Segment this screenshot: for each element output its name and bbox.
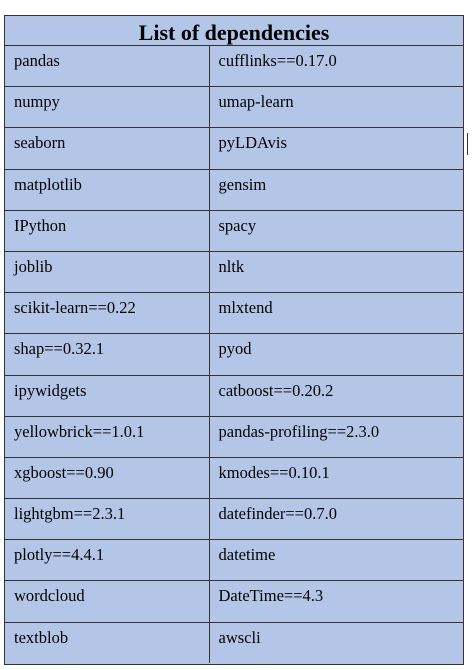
table-cell: kmodes==0.10.1 <box>209 456 463 499</box>
table-cell: ipywidgets <box>5 374 210 417</box>
table-row: matplotlib gensim <box>5 168 463 211</box>
table-cell: shap==0.32.1 <box>5 333 210 375</box>
table-row: yellowbrick==1.0.1 pandas-profiling==2.3… <box>5 415 463 458</box>
table-row: plotly==4.4.1 datetime <box>5 539 463 581</box>
table-row: joblib nltk <box>5 250 463 293</box>
table-cell: wordcloud <box>5 580 210 623</box>
table-cell: textblob <box>5 621 210 664</box>
table-cell: DateTime==4.3 <box>209 580 463 623</box>
table-cell: datetime <box>209 539 463 581</box>
table-cell: plotly==4.4.1 <box>5 539 210 581</box>
table-row: xgboost==0.90 kmodes==0.10.1 <box>5 456 463 499</box>
table-cell: pyod <box>209 333 463 375</box>
table-row: IPython spacy <box>5 209 463 252</box>
table-cell: mlxtend <box>209 292 463 334</box>
table-cell: pyLDAvis <box>209 127 463 170</box>
dependencies-sheet: List of dependencies pandas cufflinks==0… <box>4 15 464 665</box>
table-cell: IPython <box>5 209 210 252</box>
table-cell: umap-learn <box>209 86 463 128</box>
table-row: textblob awscli <box>5 621 463 664</box>
table-cell: gensim <box>209 168 463 211</box>
table-cell: matplotlib <box>5 168 210 211</box>
table-row: lightgbm==2.3.1 datefinder==0.7.0 <box>5 498 463 540</box>
table-cell: yellowbrick==1.0.1 <box>5 415 210 458</box>
table-cell: numpy <box>5 86 210 128</box>
table-row: scikit-learn==0.22 mlxtend <box>5 292 463 334</box>
table-row: seaborn pyLDAvis <box>5 127 463 170</box>
table-row: wordcloud DateTime==4.3 <box>5 580 463 623</box>
table-cell: pandas <box>5 44 210 87</box>
table-row: numpy umap-learn <box>5 86 463 128</box>
table-cell: lightgbm==2.3.1 <box>5 498 210 540</box>
table-title: List of dependencies <box>138 20 330 45</box>
table-cell: scikit-learn==0.22 <box>5 292 210 334</box>
table-cell: datefinder==0.7.0 <box>209 498 463 540</box>
table-cell: awscli <box>209 621 463 664</box>
table-row: shap==0.32.1 pyod <box>5 333 463 375</box>
table-cell: seaborn <box>5 127 210 170</box>
table-row: ipywidgets catboost==0.20.2 <box>5 374 463 417</box>
table-cell: joblib <box>5 250 210 293</box>
dependencies-table: pandas cufflinks==0.17.0 numpy umap-lear… <box>5 44 463 664</box>
table-cell: xgboost==0.90 <box>5 456 210 499</box>
table-cell: spacy <box>209 209 463 252</box>
edge-mark <box>467 133 468 155</box>
table-cell: cufflinks==0.17.0 <box>209 44 463 87</box>
table-row: pandas cufflinks==0.17.0 <box>5 44 463 87</box>
table-cell: pandas-profiling==2.3.0 <box>209 415 463 458</box>
table-cell: catboost==0.20.2 <box>209 374 463 417</box>
table-cell: nltk <box>209 250 463 293</box>
